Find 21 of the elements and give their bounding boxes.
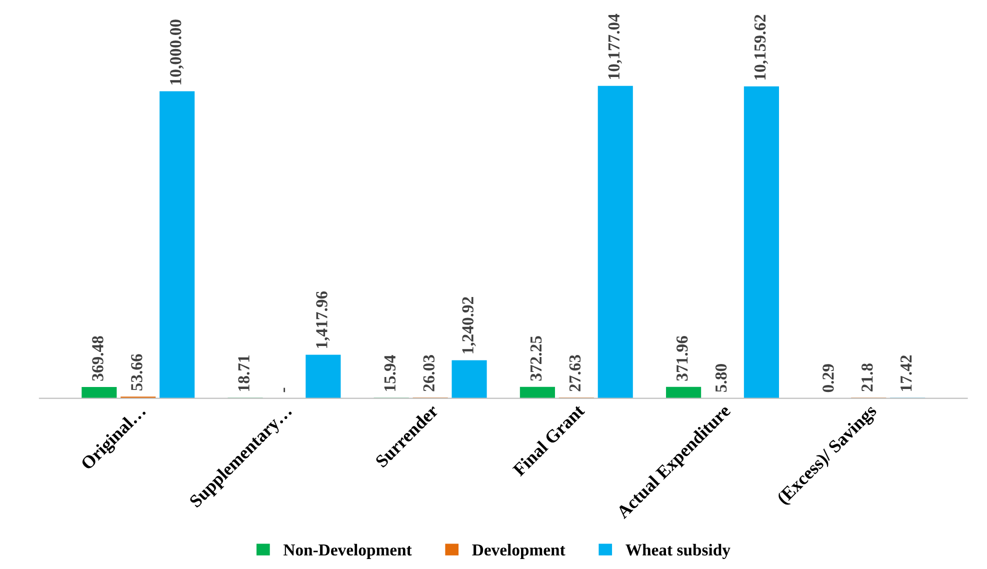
data-label: 21.8 bbox=[862, 363, 873, 392]
data-label: 53.66 bbox=[131, 354, 142, 390]
data-label: 0.29 bbox=[822, 364, 834, 392]
data-label: 18.71 bbox=[238, 356, 250, 391]
data-label: 369.48 bbox=[92, 336, 104, 381]
legend-label: Wheat subsidy bbox=[626, 544, 730, 559]
data-label: 10,000.00 bbox=[170, 20, 184, 84]
data-label: 1,240.92 bbox=[462, 297, 476, 354]
data-label: 371.96 bbox=[676, 336, 688, 381]
text: - bbox=[284, 388, 286, 392]
data-label: 10,159.62 bbox=[754, 14, 768, 80]
data-label: 1,417.96 bbox=[316, 291, 330, 348]
data-label: 5.80 bbox=[715, 364, 727, 392]
legend-label: Development bbox=[472, 544, 566, 559]
data-label: 27.63 bbox=[569, 354, 581, 392]
data-label: 26.03 bbox=[423, 355, 435, 392]
legend-label: Non-Development bbox=[283, 544, 412, 559]
data-label: 372.25 bbox=[530, 336, 542, 381]
data-label: 17.42 bbox=[900, 355, 912, 391]
data-label: 15.94 bbox=[384, 355, 396, 391]
data-label: 10,177.04 bbox=[608, 14, 622, 79]
